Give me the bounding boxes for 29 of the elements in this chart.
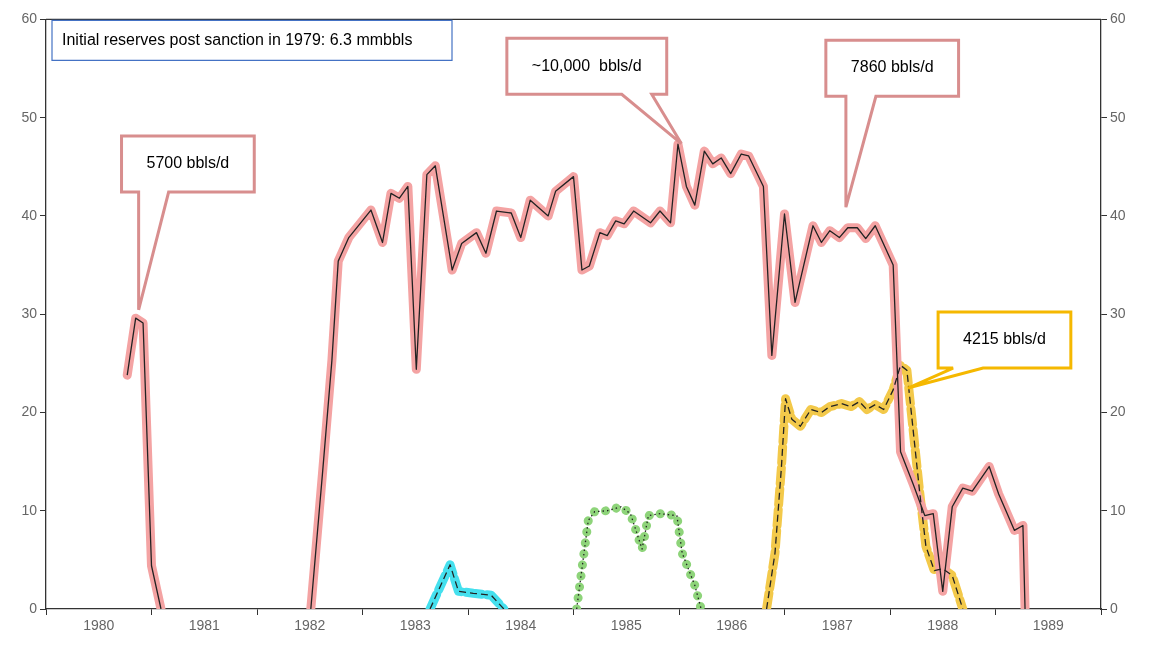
y2-tick-label: 20 [1110,403,1126,420]
y-tick-label: 30 [21,305,38,322]
x-tick-label: 1984 [505,617,537,634]
y2-tick-label: 50 [1110,108,1126,125]
y2-tick-label: 10 [1110,501,1126,518]
y2-tick-label: 60 [1110,10,1126,27]
y2-tick-label: 40 [1110,206,1126,223]
annotation: 5700 bbls/d [146,154,230,172]
annotation: Initial reserves post sanction in 1979: 6.3 mmbbls [62,30,413,48]
x-tick-label: 1987 [821,617,854,634]
x-tick-label: 1985 [610,617,643,634]
y2-tick-label: 0 [1110,599,1118,616]
x-tick-label: 1983 [399,617,432,634]
x-tick-label: 1988 [927,617,959,634]
x-tick-label: 1981 [188,617,221,634]
annotation: 7860 bbls/d [850,58,934,76]
x-tick-label: 1980 [83,617,115,634]
annotation: ~10,000 bbls/d [531,56,642,74]
y-tick-label: 50 [21,108,38,125]
y-tick-label: 10 [21,501,38,518]
y-tick-label: 0 [29,599,38,616]
x-tick-label: 1989 [1032,617,1065,634]
y2-tick-label: 30 [1110,305,1126,322]
x-tick-label: 1986 [716,617,748,634]
y-tick-label: 20 [21,403,38,420]
x-tick-label: 1982 [294,617,326,634]
y-tick-label: 40 [21,206,38,223]
y-tick-label: 60 [21,10,38,27]
annotation: 4215 bbls/d [963,330,1046,348]
